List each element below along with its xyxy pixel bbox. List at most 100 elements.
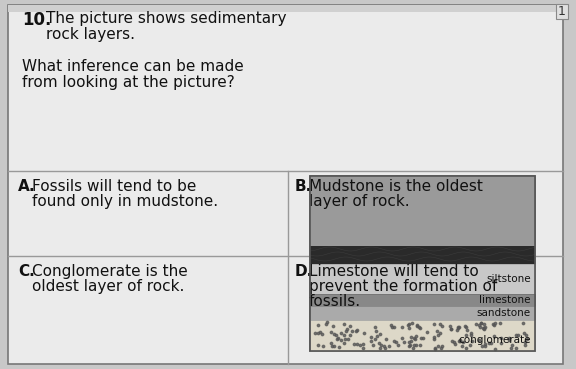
Point bbox=[329, 343, 339, 349]
Point bbox=[403, 323, 412, 328]
Bar bbox=[310, 176, 535, 351]
Point bbox=[416, 342, 425, 348]
Text: Limestone will tend to: Limestone will tend to bbox=[309, 264, 479, 279]
Text: The picture shows sedimentary: The picture shows sedimentary bbox=[46, 11, 286, 26]
Bar bbox=[310, 176, 535, 246]
Point bbox=[475, 324, 484, 330]
Point bbox=[408, 345, 418, 351]
Point bbox=[507, 342, 517, 348]
Point bbox=[414, 324, 423, 330]
Bar bbox=[8, 5, 563, 12]
Point bbox=[447, 326, 456, 332]
Point bbox=[487, 340, 496, 346]
Point bbox=[446, 326, 456, 332]
Point bbox=[522, 336, 531, 342]
Point bbox=[358, 341, 367, 346]
Point bbox=[476, 320, 485, 326]
Point bbox=[511, 332, 521, 338]
Bar bbox=[310, 176, 535, 351]
Point bbox=[412, 323, 422, 328]
Point bbox=[350, 341, 359, 347]
Point bbox=[435, 321, 445, 327]
Point bbox=[456, 337, 465, 343]
Point bbox=[397, 324, 407, 330]
Point bbox=[310, 330, 319, 336]
Text: found only in mudstone.: found only in mudstone. bbox=[32, 194, 218, 209]
Text: oldest layer of rock.: oldest layer of rock. bbox=[32, 279, 184, 294]
Point bbox=[480, 343, 489, 349]
Point bbox=[353, 341, 362, 347]
Point bbox=[446, 323, 455, 329]
Point bbox=[461, 324, 471, 330]
Point bbox=[406, 342, 415, 348]
Text: fossils.: fossils. bbox=[309, 294, 361, 309]
Point bbox=[370, 336, 379, 342]
Point bbox=[323, 319, 332, 325]
Point bbox=[352, 327, 361, 333]
Bar bbox=[310, 264, 535, 294]
Point bbox=[317, 331, 327, 337]
Text: What inference can be made: What inference can be made bbox=[22, 59, 244, 74]
Point bbox=[479, 325, 488, 331]
Point bbox=[315, 329, 324, 335]
Text: rock layers.: rock layers. bbox=[46, 27, 135, 42]
Text: limestone: limestone bbox=[479, 295, 531, 305]
Point bbox=[388, 324, 397, 330]
Point bbox=[491, 346, 500, 352]
Point bbox=[334, 335, 343, 341]
Bar bbox=[556, 4, 568, 19]
Point bbox=[438, 323, 447, 329]
Point bbox=[479, 326, 488, 332]
Point bbox=[463, 327, 472, 332]
Point bbox=[412, 323, 421, 329]
Point bbox=[488, 321, 498, 327]
Point bbox=[435, 330, 445, 336]
Point bbox=[514, 332, 523, 338]
Point bbox=[398, 335, 407, 341]
Point bbox=[506, 345, 516, 351]
Point bbox=[519, 330, 528, 336]
Text: Fossils will tend to be: Fossils will tend to be bbox=[32, 179, 196, 194]
Point bbox=[455, 338, 464, 344]
Point bbox=[430, 345, 439, 351]
Point bbox=[386, 322, 395, 328]
Point bbox=[418, 335, 427, 341]
Point bbox=[466, 332, 475, 338]
Point bbox=[475, 338, 484, 344]
Point bbox=[329, 331, 338, 337]
Point bbox=[431, 345, 440, 351]
Point bbox=[381, 336, 390, 342]
Point bbox=[368, 342, 377, 348]
Point bbox=[495, 320, 505, 326]
Point bbox=[332, 336, 342, 342]
Point bbox=[334, 344, 343, 350]
Point bbox=[331, 332, 340, 338]
Text: sandstone: sandstone bbox=[477, 308, 531, 318]
Point bbox=[497, 340, 506, 346]
Point bbox=[411, 342, 420, 348]
Point bbox=[340, 336, 349, 342]
Point bbox=[392, 339, 401, 345]
Point bbox=[358, 345, 367, 351]
Text: C.: C. bbox=[18, 264, 35, 279]
Point bbox=[490, 322, 499, 328]
Point bbox=[449, 339, 458, 345]
Point bbox=[475, 322, 484, 328]
Point bbox=[505, 335, 514, 341]
Point bbox=[373, 334, 382, 339]
Point bbox=[355, 342, 365, 348]
Bar bbox=[310, 246, 535, 264]
Point bbox=[434, 332, 443, 338]
Point bbox=[407, 320, 416, 326]
Point bbox=[436, 345, 445, 351]
Text: Mudstone is the oldest: Mudstone is the oldest bbox=[309, 179, 483, 194]
Point bbox=[366, 338, 376, 344]
Point bbox=[339, 340, 348, 346]
Point bbox=[313, 342, 323, 348]
Text: D.: D. bbox=[295, 264, 313, 279]
Point bbox=[448, 338, 457, 344]
Point bbox=[412, 333, 421, 339]
Text: 10.: 10. bbox=[22, 11, 51, 29]
Point bbox=[404, 339, 414, 345]
Point bbox=[313, 330, 323, 335]
